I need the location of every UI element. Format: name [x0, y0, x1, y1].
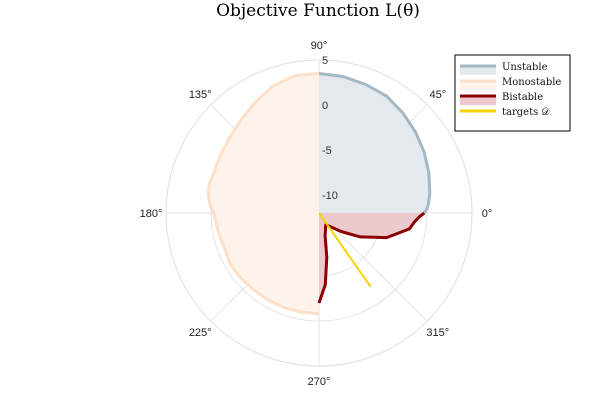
legend-item: Monostable: [460, 77, 561, 90]
legend-swatch-fill: [460, 81, 496, 90]
legend-items: Unstable Monostable Bistable targets 𝒟: [460, 62, 561, 118]
legend-label: Monostable: [502, 77, 561, 88]
series-line-targets: [318, 212, 372, 288]
series-line-monostable: [206, 72, 320, 316]
series-fill-monostable: [208, 73, 319, 314]
radial-tick-label: -5: [322, 145, 332, 157]
legend-label: Bistable: [502, 92, 543, 103]
series-layer: [206, 72, 432, 316]
legend-label: targets 𝒟: [502, 107, 549, 118]
angular-tick-label: 315°: [426, 327, 449, 339]
series-line-unstable: [318, 72, 432, 214]
legend-swatch-fill: [460, 66, 496, 75]
legend-label: Unstable: [502, 62, 548, 73]
legend-item: Bistable: [460, 92, 543, 105]
radial-tick-label: 0: [322, 100, 328, 112]
angular-tick-label: 135°: [189, 89, 212, 101]
angular-tick-label: 225°: [189, 327, 212, 339]
angular-tick-label: 90°: [311, 40, 328, 52]
series-fill-bistable: [319, 213, 425, 303]
chart-title: Objective Function L(θ): [216, 1, 420, 21]
legend-item: Unstable: [460, 62, 548, 75]
legend: Unstable Monostable Bistable targets 𝒟: [454, 54, 571, 132]
radial-tick-labels: -10 -5 0 5: [322, 55, 338, 202]
angular-tick-label: 0°: [482, 208, 493, 220]
angular-tick-label: 45°: [429, 89, 446, 101]
series-line-bistable: [317, 211, 426, 304]
angular-tick-labels: 0° 45° 90° 135° 180° 225° 270° 315°: [140, 40, 493, 388]
angular-tick-label: 270°: [308, 376, 331, 388]
legend-item: targets 𝒟: [460, 107, 549, 118]
legend-swatch-fill: [460, 96, 496, 105]
radial-tick-label: -10: [322, 190, 338, 202]
radial-tick-label: 5: [322, 55, 328, 67]
angular-tick-label: 180°: [140, 208, 163, 220]
series-fill-unstable: [319, 73, 430, 213]
